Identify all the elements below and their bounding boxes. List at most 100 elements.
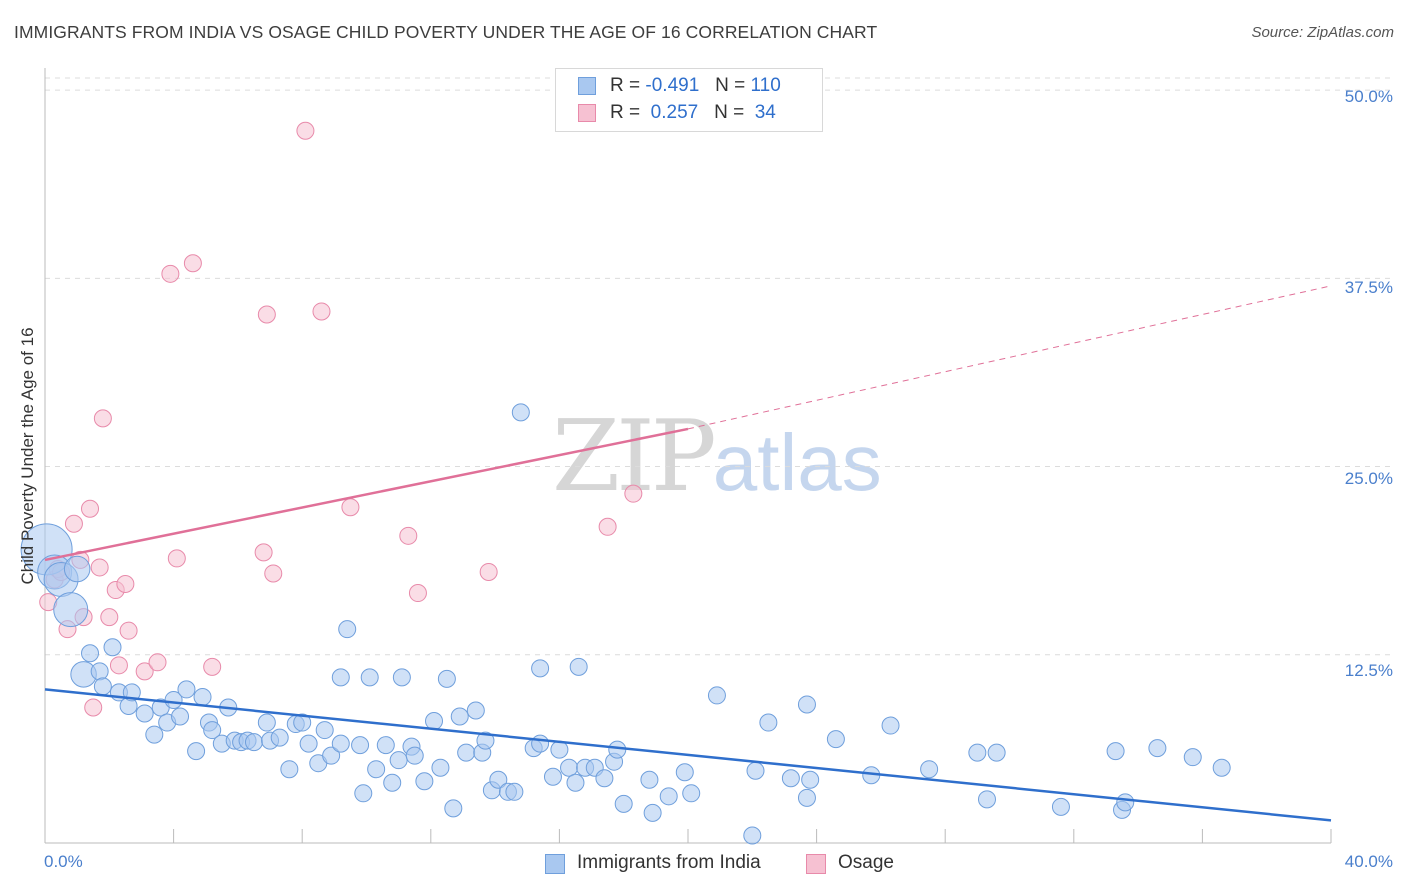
india-point	[367, 760, 386, 779]
x-tick-label: 40.0%	[1344, 852, 1393, 871]
india-point	[797, 788, 816, 807]
india-point	[531, 734, 550, 753]
y-tick-label: 37.5%	[1344, 278, 1393, 297]
osage-point	[408, 584, 427, 603]
india-point	[103, 638, 122, 657]
india-point	[63, 555, 91, 583]
osage-point	[84, 698, 103, 717]
india-point	[322, 746, 341, 765]
india-point	[595, 769, 614, 788]
india-point	[1106, 742, 1125, 761]
osage-point	[161, 264, 180, 283]
india-point	[444, 799, 463, 818]
india-point	[801, 770, 820, 789]
india-point	[531, 659, 550, 678]
osage-point	[264, 564, 283, 583]
india-point	[93, 677, 112, 696]
india-point	[389, 751, 408, 770]
india-r-value: -0.491	[645, 75, 700, 96]
osage-point	[598, 517, 617, 536]
osage-trend-extension	[687, 285, 1332, 430]
india-point	[90, 662, 109, 681]
osage-point	[183, 254, 202, 273]
india-point	[280, 760, 299, 779]
india-point	[608, 740, 627, 759]
osage-point	[254, 543, 273, 562]
osage-point	[624, 484, 643, 503]
india-point	[759, 713, 778, 732]
india-point	[171, 707, 190, 726]
osage-point	[203, 657, 222, 676]
india-point	[659, 787, 678, 806]
india-point	[270, 728, 289, 747]
india-point	[425, 712, 444, 731]
osage-point	[116, 575, 135, 594]
india-point	[560, 758, 579, 777]
india-point	[826, 730, 845, 749]
osage-point	[109, 656, 128, 675]
osage-point	[90, 558, 109, 577]
india-point	[360, 668, 379, 687]
india-point	[81, 644, 100, 663]
india-point	[203, 721, 222, 740]
india-point	[244, 733, 263, 752]
india-point	[415, 772, 434, 791]
india-point	[881, 716, 900, 735]
india-point	[566, 773, 585, 792]
n-label: N =	[715, 75, 746, 96]
india-point	[315, 721, 334, 740]
india-point	[431, 758, 450, 777]
y-tick-label: 12.5%	[1344, 661, 1393, 680]
india-point	[707, 686, 726, 705]
india-point	[1148, 739, 1167, 758]
india-point	[781, 769, 800, 788]
y-tick-label: 50.0%	[1344, 87, 1393, 106]
india-point	[437, 669, 456, 688]
india-point	[987, 743, 1006, 762]
series-legend: Immigrants from India Osage	[0, 852, 1406, 878]
osage-point	[399, 526, 418, 545]
india-point	[543, 767, 562, 786]
osage-point	[341, 498, 360, 517]
india-point	[376, 736, 395, 755]
india-point	[614, 794, 633, 813]
india-point	[299, 734, 318, 753]
india-point	[53, 592, 89, 628]
r-label: R =	[610, 102, 641, 123]
n-label: N =	[714, 102, 745, 123]
india-point	[511, 403, 530, 422]
osage-point	[257, 305, 276, 324]
y-axis-label: Child Poverty Under the Age of 16	[18, 327, 37, 585]
osage-point	[167, 549, 186, 568]
india-point	[257, 713, 276, 732]
india-point	[1212, 758, 1231, 777]
india-point	[640, 770, 659, 789]
india-point	[354, 784, 373, 803]
osage-r-value: 0.257	[650, 102, 699, 123]
india-point	[1183, 748, 1202, 767]
india-point	[338, 620, 357, 639]
india-point	[145, 725, 164, 744]
india-point	[164, 690, 183, 709]
india-point	[675, 763, 694, 782]
osage-point	[135, 662, 154, 681]
india-point	[968, 743, 987, 762]
osage-point	[312, 302, 331, 321]
osage-point	[296, 121, 315, 140]
osage-trend-line	[44, 427, 689, 562]
india-legend-label: Immigrants from India	[577, 852, 761, 873]
india-point	[746, 761, 765, 780]
osage-legend-swatch	[806, 854, 826, 874]
india-point	[569, 657, 588, 676]
india-legend-swatch	[545, 854, 565, 874]
india-point	[293, 713, 312, 732]
india-point	[405, 746, 424, 765]
india-point	[457, 743, 476, 762]
chart-title: IMMIGRANTS FROM INDIA VS OSAGE CHILD POV…	[14, 22, 878, 42]
y-tick-label: 25.0%	[1344, 469, 1393, 488]
osage-point	[479, 562, 498, 581]
osage-point	[93, 409, 112, 428]
osage-legend-label: Osage	[838, 852, 894, 873]
india-point	[466, 701, 485, 720]
india-point	[383, 773, 402, 792]
